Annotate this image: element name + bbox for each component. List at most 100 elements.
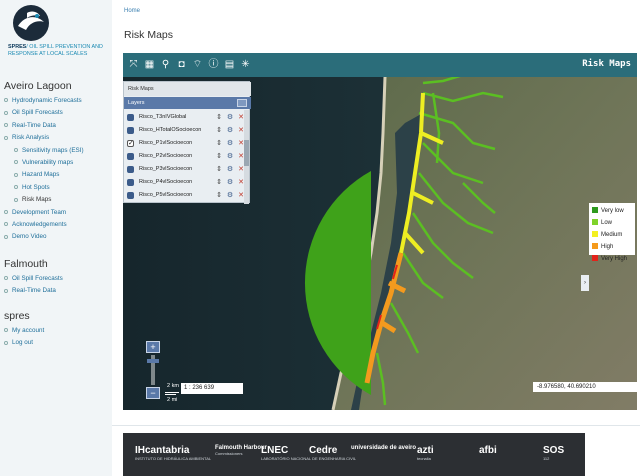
layer-row[interactable]: Risco_HTotalOSocioecon ⇕ ⚙ ✕: [124, 124, 246, 137]
partner-logo-ihcantabria[interactable]: IHcantabria INSTITUTO DE HIDRÁULICA AMBIE…: [135, 445, 211, 461]
search-icon[interactable]: ⚲: [161, 59, 170, 70]
spres-logo-mark: [13, 5, 49, 41]
logo-tagline: SPRES/ OIL SPILL PREVENTION AND RESPONSE…: [8, 44, 108, 57]
partner-name: afbi: [479, 445, 497, 456]
breadcrumb-home[interactable]: Home: [124, 8, 141, 14]
bullet-icon: [14, 160, 18, 165]
layers-collapse-button[interactable]: [237, 99, 247, 107]
sidebar-item-oil-spill-forecasts[interactable]: Oil Spill Forecasts: [4, 275, 63, 282]
zoom-out-button[interactable]: −: [146, 387, 160, 399]
sidebar-item-real-time-data[interactable]: Real-Time Data: [4, 287, 56, 294]
reorder-icon[interactable]: ⇕: [216, 166, 222, 173]
layers-icon[interactable]: ▤: [224, 59, 235, 70]
animation-icon[interactable]: ✳: [241, 59, 250, 70]
reorder-icon[interactable]: ⇕: [216, 179, 222, 186]
zoom-in-button[interactable]: +: [146, 341, 160, 353]
sidebar-item-label: Oil Spill Forecasts: [12, 275, 63, 282]
settings-icon[interactable]: ⚙: [226, 192, 234, 199]
sidebar-item-vulnerability-maps[interactable]: Vulnerability maps: [14, 159, 73, 166]
fullscreen-icon[interactable]: ⤧: [129, 59, 138, 70]
reorder-icon[interactable]: ⇕: [216, 127, 222, 134]
partner-logo-azti[interactable]: azti tecnalia: [417, 445, 434, 461]
sidebar-item-risk-maps[interactable]: Risk Maps: [14, 196, 51, 203]
sidebar-item-my-account[interactable]: My account: [4, 327, 44, 334]
sidebar-item-real-time-data[interactable]: Real-Time Data: [4, 122, 56, 129]
camera-icon[interactable]: ◘: [178, 59, 185, 70]
risk-map[interactable]: ⤧ ▦ ⚲ ◘ ⌔ ⓘ ▤ ✳ Risk Maps Risk Maps Layers Risc…: [123, 53, 637, 410]
spres-logo[interactable]: SPRES/ OIL SPILL PREVENTION AND RESPONSE…: [4, 4, 108, 70]
settings-icon[interactable]: ⚙: [226, 166, 234, 173]
bullet-icon: [14, 197, 18, 202]
remove-icon[interactable]: ✕: [238, 153, 244, 160]
panel-expand-tab[interactable]: ›: [581, 275, 589, 291]
sidebar-item-demo-video[interactable]: Demo Video: [4, 233, 47, 240]
partner-logos: IHcantabria INSTITUTO DE HIDRÁULICA AMBIE…: [123, 433, 585, 476]
legend-swatch: [592, 243, 598, 250]
wifi-icon[interactable]: ⌔: [192, 59, 203, 70]
sidebar-item-acknowledgements[interactable]: Acknowledgements: [4, 221, 67, 228]
layer-row[interactable]: Risco_T3nIVGlobal ⇕ ⚙ ✕: [124, 111, 246, 124]
layer-checkbox[interactable]: [127, 153, 134, 160]
layer-name: Risco_P2vlSocioecon: [139, 153, 193, 159]
reorder-icon[interactable]: ⇕: [216, 153, 222, 160]
map-toolbar: ⤧ ▦ ⚲ ◘ ⌔ ⓘ ▤ ✳ Risk Maps: [123, 53, 637, 77]
partner-logo-afbi[interactable]: afbi: [479, 445, 497, 456]
layer-row[interactable]: Risco_P4vlSocioecon ⇕ ⚙ ✕: [124, 176, 246, 189]
layer-list-scroll-thumb[interactable]: [244, 140, 249, 166]
sidebar-item-risk-analysis[interactable]: Risk Analysis: [4, 134, 49, 141]
settings-icon[interactable]: ⚙: [226, 179, 234, 186]
layer-panel-subheader: Layers: [124, 97, 251, 109]
layer-row[interactable]: Risco_P1vlSocioecon ⇕ ⚙ ✕: [124, 137, 246, 150]
sidebar-item-development-team[interactable]: Development Team: [4, 209, 66, 216]
bullet-icon: [4, 328, 8, 333]
layer-row[interactable]: Risco_P3vlSocioecon ⇕ ⚙ ✕: [124, 163, 246, 176]
reorder-icon[interactable]: ⇕: [216, 140, 222, 147]
partner-logo-lnec[interactable]: LNEC LABORATÓRIO NACIONAL DE ENGENHARIA C…: [261, 445, 356, 461]
reorder-icon[interactable]: ⇕: [216, 192, 222, 199]
partner-logo-falmouth-harbour[interactable]: Falmouth Harbour Commissioners: [215, 445, 267, 456]
bullet-icon: [4, 209, 8, 214]
legend-label: Medium: [601, 232, 623, 238]
partner-subtitle: LABORATÓRIO NACIONAL DE ENGENHARIA CIVIL: [261, 456, 357, 461]
layer-name: Risco_T3nIVGlobal: [139, 114, 187, 120]
remove-icon[interactable]: ✕: [238, 179, 244, 186]
settings-icon[interactable]: ⚙: [226, 114, 234, 121]
calendar-icon[interactable]: ▦: [144, 59, 155, 70]
sidebar-item-sensitivity-maps-esi[interactable]: Sensitivity maps (ESI): [14, 147, 84, 154]
sidebar-item-oil-spill-forecasts[interactable]: Oil Spill Forecasts: [4, 109, 63, 116]
layer-checkbox[interactable]: [127, 192, 134, 199]
remove-icon[interactable]: ✕: [238, 192, 244, 199]
layer-checkbox[interactable]: [127, 179, 134, 186]
sidebar-item-hot-spots[interactable]: Hot Spots: [14, 184, 50, 191]
partner-logo-universidade-de-aveiro[interactable]: universidade de aveiro: [351, 445, 416, 451]
layer-checkbox[interactable]: [127, 114, 134, 121]
reorder-icon[interactable]: ⇕: [216, 114, 222, 121]
layer-checkbox[interactable]: [127, 139, 134, 147]
sidebar-item-label: Vulnerability maps: [22, 159, 74, 166]
settings-icon[interactable]: ⚙: [226, 127, 234, 134]
layers-label: Layers: [128, 100, 145, 106]
partner-logo-sos[interactable]: SOS 112: [543, 445, 564, 461]
sidebar-item-log-out[interactable]: Log out: [4, 339, 33, 346]
partner-name: universidade de aveiro: [351, 445, 417, 451]
remove-icon[interactable]: ✕: [238, 140, 244, 147]
layer-panel[interactable]: Risk Maps Layers Risco_T3nIVGlobal ⇕ ⚙ ✕ Ris…: [123, 81, 251, 204]
zoom-slider-handle[interactable]: [147, 359, 159, 363]
settings-icon[interactable]: ⚙: [226, 153, 234, 160]
info-icon[interactable]: ⓘ: [208, 59, 219, 70]
layer-row[interactable]: Risco_P2vlSocioecon ⇕ ⚙ ✕: [124, 150, 246, 163]
layer-checkbox[interactable]: [127, 127, 134, 134]
sidebar-item-hydrodynamic-forecasts[interactable]: Hydrodynamic Forecasts: [4, 97, 82, 104]
layer-row[interactable]: Risco_P5vlSocioecon ⇕ ⚙ ✕: [124, 189, 246, 202]
sidebar-item-label: Risk Maps: [22, 196, 52, 204]
partner-logo-cedre[interactable]: Cedre: [309, 445, 337, 456]
sidebar-item-hazard-maps[interactable]: Hazard Maps: [14, 171, 59, 178]
zoom-slider[interactable]: [151, 355, 155, 385]
layer-checkbox[interactable]: [127, 166, 134, 173]
remove-icon[interactable]: ✕: [238, 114, 244, 121]
remove-icon[interactable]: ✕: [238, 127, 244, 134]
remove-icon[interactable]: ✕: [238, 166, 244, 173]
legend-swatch: [592, 219, 598, 226]
settings-icon[interactable]: ⚙: [226, 140, 234, 147]
